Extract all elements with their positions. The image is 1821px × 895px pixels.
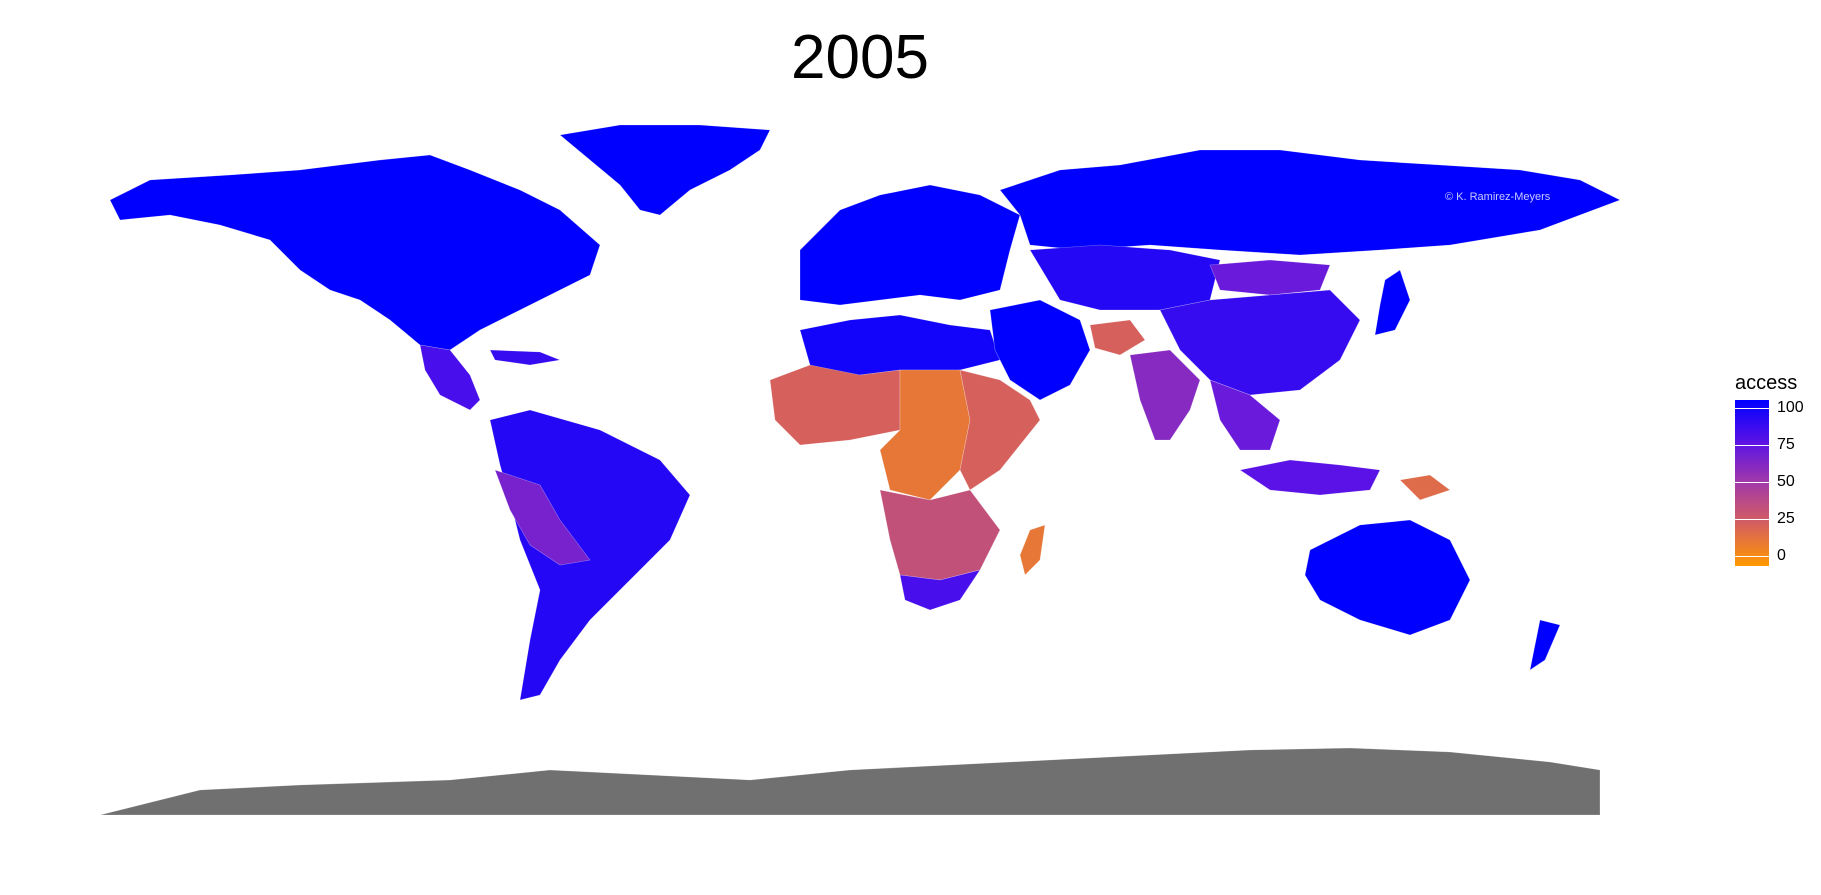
credit-watermark: © K. Ramirez-Meyers xyxy=(1445,191,1551,203)
region-china xyxy=(1159,289,1361,396)
region-middle-east xyxy=(989,299,1091,401)
map-title: 2005 xyxy=(791,23,929,92)
region-japan xyxy=(1374,269,1411,336)
region-antarctica xyxy=(99,747,1601,816)
region-north-america xyxy=(109,154,601,351)
region-west-africa xyxy=(769,364,901,446)
legend-tick-line xyxy=(1735,482,1769,483)
region-southeast-asia xyxy=(1209,379,1281,451)
legend-tick-line xyxy=(1735,445,1769,446)
region-india xyxy=(1129,349,1201,441)
region-central-america xyxy=(419,344,481,411)
legend-tick-0: 0 xyxy=(1777,547,1786,564)
legend-tick-line xyxy=(1735,519,1769,520)
region-central-asia xyxy=(1029,244,1221,311)
region-europe xyxy=(799,184,1021,306)
region-south-america xyxy=(489,409,691,701)
region-greenland xyxy=(559,124,771,216)
region-new-zealand xyxy=(1529,619,1561,671)
region-east-africa xyxy=(959,369,1041,491)
legend-tick-50: 50 xyxy=(1777,473,1795,490)
legend-title: access xyxy=(1735,372,1798,394)
region-peru-bolivia xyxy=(494,469,591,566)
regions-layer xyxy=(99,124,1621,816)
region-south-africa xyxy=(899,569,981,611)
legend-colorbar xyxy=(1735,400,1769,566)
region-indonesia xyxy=(1239,459,1381,496)
legend-tick-75: 75 xyxy=(1777,436,1795,453)
region-madagascar xyxy=(1019,524,1046,576)
legend-tick-line xyxy=(1735,408,1769,409)
region-afghanistan xyxy=(1089,319,1146,356)
legend-tick-line xyxy=(1735,556,1769,557)
legend-tick-25: 25 xyxy=(1777,510,1795,527)
legend: access 100 75 50 25 0 xyxy=(1735,372,1815,582)
region-caribbean xyxy=(489,349,562,366)
region-southern-africa xyxy=(879,489,1001,581)
region-mongolia xyxy=(1209,259,1331,296)
region-australia xyxy=(1304,519,1471,636)
region-papua-new-guinea xyxy=(1399,474,1451,501)
legend-tick-100: 100 xyxy=(1777,399,1804,416)
world-map xyxy=(99,124,1621,816)
